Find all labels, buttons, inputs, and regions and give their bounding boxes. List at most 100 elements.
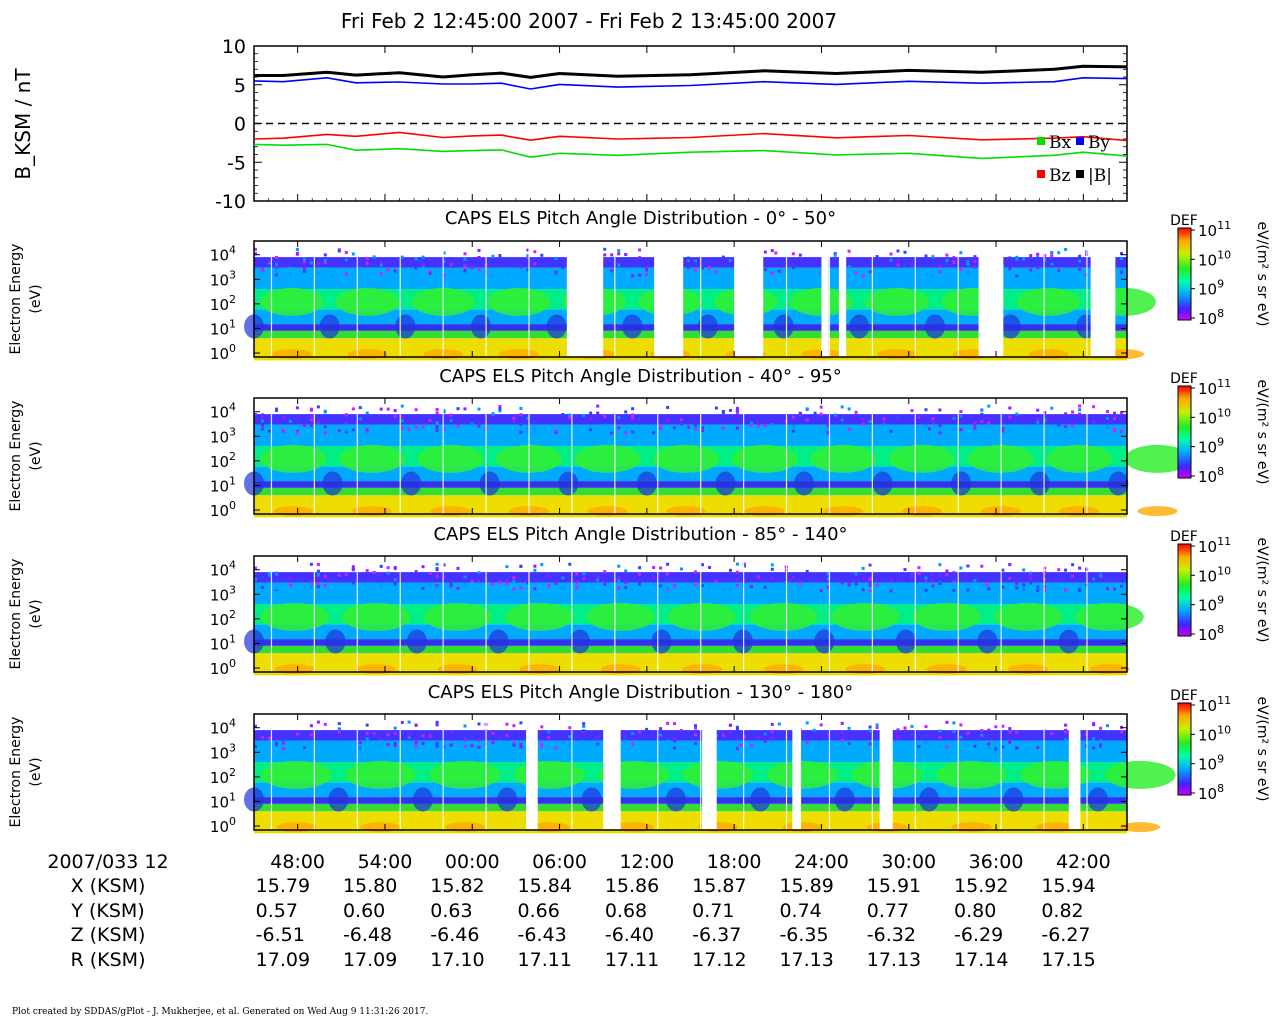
spec-speckle [477, 745, 481, 749]
spec-speckle [673, 722, 676, 726]
spec-speckle [708, 260, 711, 264]
mag-y-tick-label: 10 [222, 36, 246, 58]
spec-speckle [1029, 577, 1033, 581]
spec-speckle [1092, 577, 1096, 581]
colorbar-tick-label: 1010 [1198, 248, 1231, 269]
spec-speckle [763, 424, 767, 427]
spec-energy-band [254, 257, 1127, 268]
spec-speckle [288, 576, 292, 580]
ephemeris-value-z: -6.48 [343, 924, 392, 946]
colorbar-tick-label: 109 [1198, 278, 1224, 299]
spec-speckle [1071, 424, 1075, 428]
spec-core-blob [423, 602, 492, 631]
spec-speckle [1036, 585, 1040, 589]
spec-speckle [470, 744, 474, 748]
spec-speckle [316, 572, 320, 576]
spec-speckle [400, 255, 404, 259]
spec-speckle [477, 738, 481, 742]
colorbar-tick-label: 1010 [1198, 723, 1231, 744]
spec-y-axis-label-line1: Electron Energy [8, 244, 24, 355]
spec-speckle [379, 564, 383, 568]
ephemeris-value-z: -6.29 [954, 924, 1003, 946]
spec-speckle [770, 271, 774, 275]
spec-speckle [1057, 568, 1061, 572]
spec-speckle [826, 742, 830, 746]
spec-speckle [435, 567, 439, 571]
spec-speckle [421, 263, 425, 267]
spec-speckle [477, 256, 481, 259]
spec-speckle [861, 422, 865, 426]
spec-speckle [582, 724, 586, 728]
spec-speckle [344, 251, 348, 254]
spec-speckle [407, 720, 411, 724]
spec-speckle [456, 586, 460, 590]
spec-y-tick-label: 104 [210, 401, 236, 422]
ephemeris-value-z: -6.27 [1041, 924, 1090, 946]
ephemeris-value-y: 0.80 [954, 900, 996, 922]
spec-speckle [1001, 429, 1005, 433]
spec-speckle [261, 576, 264, 579]
spec-speckle [833, 730, 837, 734]
spec-speckle [470, 265, 474, 269]
spec-speckle [652, 566, 656, 569]
spec-speckle [924, 576, 928, 580]
spec-speckle [526, 254, 530, 258]
spec-speckle [721, 410, 725, 413]
spec-speckle [728, 588, 732, 592]
spec-energy-band [254, 267, 1127, 290]
ephemeris-value-r: 17.10 [430, 949, 484, 971]
spec-y-tick-label: 103 [210, 583, 236, 604]
spec-energy-band [254, 645, 1127, 654]
spec-speckle [372, 255, 376, 259]
spec-speckle [1015, 586, 1019, 590]
ephemeris-value-x: 15.84 [518, 875, 572, 897]
spec-speckle [617, 576, 621, 580]
spec-core-blob [789, 287, 854, 316]
colorbar-tick-exponent: 11 [1217, 535, 1231, 548]
spec-speckle [400, 419, 404, 423]
mag-y-tick-label: 5 [234, 75, 246, 97]
spec-speckle [638, 256, 642, 260]
spec-speckle [1120, 267, 1123, 271]
spec-low-energy-dip [546, 314, 567, 339]
spec-speckle [1043, 411, 1047, 415]
spec-speckle [680, 730, 683, 734]
spec-speckle [323, 259, 327, 262]
spec-speckle [1099, 730, 1103, 734]
spec-speckle [931, 421, 935, 425]
spec-speckle [603, 423, 607, 427]
spec-speckle [463, 582, 467, 586]
spec-speckle [624, 569, 628, 573]
spec-speckle [344, 428, 348, 432]
spec-speckle [533, 420, 537, 424]
spec-speckle [694, 724, 697, 728]
spec-speckle [847, 582, 851, 586]
spec-speckle [959, 414, 963, 418]
spec-speckle [1064, 568, 1068, 572]
spec-speckle [470, 735, 474, 739]
spec-speckle [1015, 421, 1019, 425]
spec-speckle [889, 252, 893, 256]
spec-speckle [770, 730, 774, 734]
spec-speckle [414, 740, 418, 744]
spec-low-energy-dip [872, 471, 893, 496]
spec-y-tick-exponent: 2 [229, 766, 236, 779]
spec-speckle [1022, 257, 1026, 261]
ephemeris-value-y: 0.66 [518, 900, 560, 922]
spec-speckle [868, 729, 872, 733]
spec-speckle [463, 738, 467, 742]
spec-y-tick-exponent: 0 [229, 499, 236, 512]
spec-speckle [735, 562, 739, 566]
spec-y-tick-exponent: 0 [229, 815, 236, 828]
spec-core-blob [865, 287, 929, 316]
spec-speckle [694, 427, 697, 431]
spec-speckle [805, 418, 809, 422]
spec-speckle [694, 733, 697, 737]
spec-speckle [1078, 259, 1082, 263]
spec-core-blob [574, 444, 641, 473]
spec-speckle [323, 574, 327, 578]
spec-speckle [414, 746, 418, 750]
spec-speckle [980, 729, 984, 732]
spec-y-tick-exponent: 2 [229, 450, 236, 463]
spec-core-blob [513, 760, 585, 789]
